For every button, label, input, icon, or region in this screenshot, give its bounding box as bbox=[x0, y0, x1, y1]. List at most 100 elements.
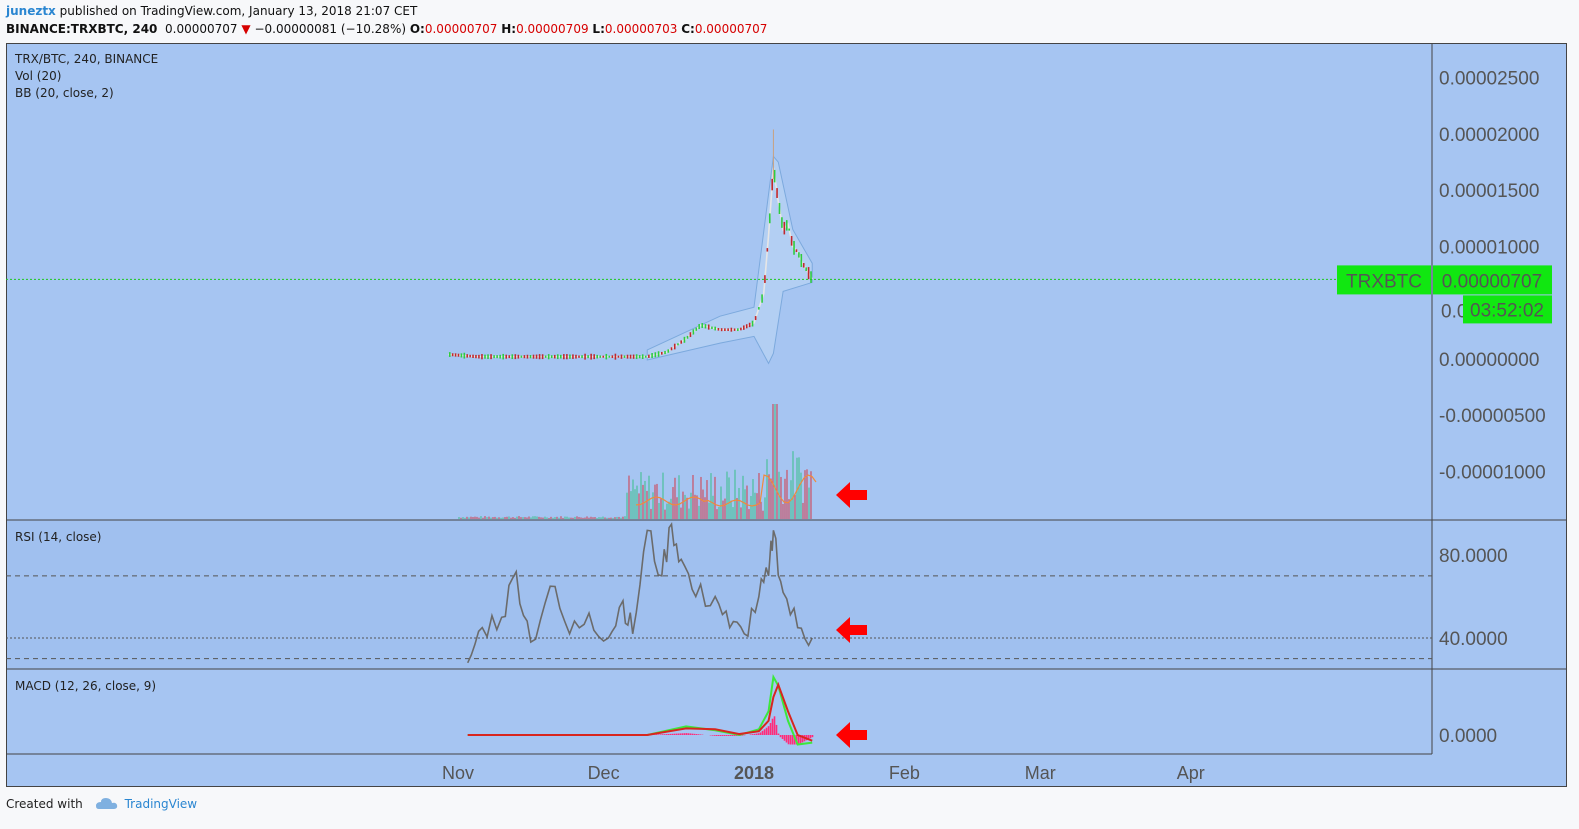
candle bbox=[584, 353, 586, 360]
chart-border bbox=[6, 43, 1567, 787]
candle bbox=[689, 332, 692, 338]
volume-ma-line bbox=[635, 474, 817, 507]
macd-histogram-bar bbox=[771, 718, 774, 735]
volume-bar bbox=[722, 500, 724, 519]
volume-bar bbox=[740, 507, 742, 519]
candle bbox=[466, 354, 469, 358]
price-axis-tick-partial: 0.0 bbox=[1441, 301, 1467, 322]
volume-bar bbox=[658, 502, 660, 519]
tradingview-link[interactable]: TradingView bbox=[124, 797, 198, 811]
volume-bar bbox=[530, 517, 532, 519]
volume-bar bbox=[600, 517, 602, 519]
volume-bar bbox=[480, 516, 482, 519]
macd-histogram-bar bbox=[749, 734, 752, 735]
volume-bar bbox=[484, 516, 486, 519]
published-text: published on TradingView.com, January 13… bbox=[59, 4, 418, 18]
volume-bar bbox=[560, 516, 562, 519]
price-axis-tick: 0.00002000 bbox=[1439, 125, 1539, 146]
volume-bar bbox=[696, 495, 698, 519]
price-pane-legend-volume: Vol (20) bbox=[15, 69, 62, 83]
macd-histogram-bar bbox=[755, 733, 758, 735]
username-link[interactable]: juneztx bbox=[6, 4, 56, 18]
candle bbox=[448, 352, 451, 357]
candle bbox=[569, 354, 571, 359]
macd-histogram-bar bbox=[659, 734, 662, 735]
macd-histogram-bar bbox=[789, 735, 792, 745]
macd-histogram-bar bbox=[675, 733, 678, 735]
macd-histogram-bar bbox=[761, 730, 764, 735]
volume-bar bbox=[610, 517, 612, 519]
volume-bar bbox=[734, 469, 736, 519]
volume-bar bbox=[728, 477, 730, 519]
candle bbox=[785, 220, 788, 231]
candle bbox=[638, 355, 641, 359]
macd-histogram-bar bbox=[767, 726, 770, 735]
macd-histogram-bar bbox=[791, 735, 794, 745]
volume-bar bbox=[768, 474, 770, 519]
candle bbox=[737, 328, 739, 332]
macd-histogram-bar bbox=[725, 735, 728, 736]
candle bbox=[472, 354, 474, 358]
volume-bar bbox=[540, 517, 542, 519]
volume-bar bbox=[570, 517, 572, 519]
macd-histogram-bar bbox=[765, 727, 768, 735]
candle bbox=[454, 353, 457, 357]
volume-bar bbox=[732, 507, 734, 519]
volume-bar bbox=[510, 517, 512, 519]
macd-histogram-bar bbox=[723, 735, 726, 736]
macd-histogram-bar bbox=[777, 733, 780, 735]
price-axis-tick: 0.00000000 bbox=[1439, 350, 1539, 371]
volume-bar bbox=[794, 494, 796, 519]
candle bbox=[695, 327, 698, 331]
volume-bar bbox=[650, 508, 652, 519]
candle bbox=[614, 353, 617, 360]
candle bbox=[781, 217, 783, 228]
volume-bar bbox=[674, 477, 676, 519]
macd-histogram-bar bbox=[681, 733, 684, 735]
rsi-pane-background bbox=[6, 520, 1432, 669]
volume-bar bbox=[552, 517, 554, 519]
volume-bar bbox=[554, 517, 556, 519]
volume-bar bbox=[506, 516, 508, 519]
ticker-badge-label: TRXBTC bbox=[1346, 271, 1422, 292]
candle bbox=[654, 352, 657, 358]
candle bbox=[707, 324, 710, 330]
arrow-shaft bbox=[848, 490, 867, 500]
candle bbox=[602, 355, 605, 358]
volume-bar bbox=[638, 493, 640, 519]
chart-canvas[interactable]: 0.00002500 0.00002000 0.00001500 0.00001000… bbox=[6, 43, 1567, 787]
volume-bar bbox=[598, 517, 600, 519]
macd-histogram-bar bbox=[679, 733, 682, 735]
price-axis-tick: 0.00002500 bbox=[1439, 69, 1539, 90]
candle bbox=[751, 320, 754, 327]
volume-bar bbox=[548, 517, 550, 519]
countdown-badge-value: 03:52:02 bbox=[1470, 300, 1544, 321]
macd-histogram-bar bbox=[657, 734, 660, 735]
candle bbox=[629, 354, 632, 359]
macd-histogram-bar bbox=[719, 735, 722, 736]
candle bbox=[487, 354, 489, 360]
candle bbox=[648, 354, 650, 358]
rsi-axis-tick: 40.0000 bbox=[1439, 629, 1508, 650]
macd-histogram-bar bbox=[713, 735, 716, 736]
candle bbox=[790, 236, 793, 246]
macd-histogram-bar bbox=[809, 735, 812, 739]
volume-bar bbox=[608, 517, 610, 519]
volume-bar bbox=[588, 517, 590, 519]
volume-bar bbox=[580, 517, 582, 519]
volume-bar bbox=[534, 516, 536, 519]
candle bbox=[766, 248, 769, 252]
macd-histogram-bar bbox=[793, 735, 796, 745]
macd-histogram-bar bbox=[799, 735, 802, 744]
macd-histogram-bar bbox=[741, 735, 744, 736]
chart-frame[interactable]: 0.00002500 0.00002000 0.00001500 0.00001000… bbox=[6, 43, 1567, 787]
candle bbox=[505, 354, 508, 359]
candle bbox=[535, 354, 538, 359]
candle bbox=[771, 178, 773, 191]
close-value: 0.00000707 bbox=[694, 22, 768, 36]
candle bbox=[805, 267, 807, 272]
candle bbox=[657, 351, 660, 357]
candle bbox=[490, 354, 492, 360]
candle bbox=[538, 354, 541, 360]
volume-bar bbox=[522, 517, 524, 519]
